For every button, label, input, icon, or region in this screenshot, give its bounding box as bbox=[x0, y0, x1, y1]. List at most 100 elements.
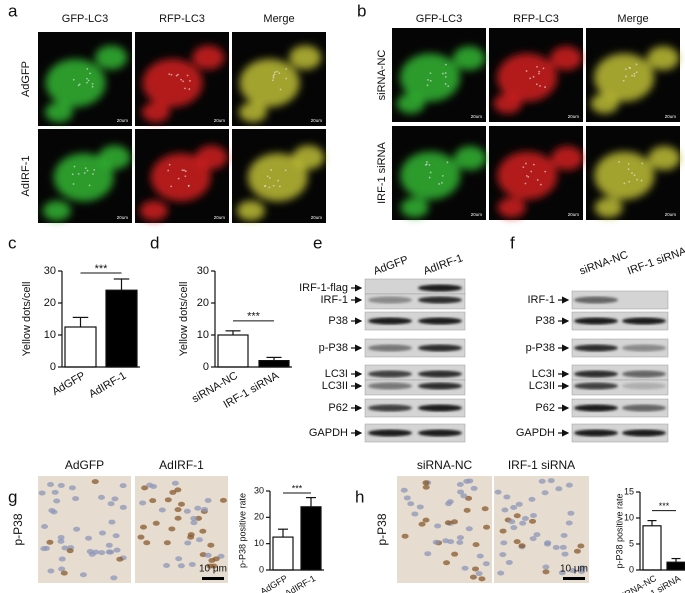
nucleus bbox=[513, 539, 521, 545]
puncta bbox=[273, 73, 276, 76]
nucleus bbox=[175, 556, 183, 562]
puncta bbox=[635, 71, 638, 74]
nucleus bbox=[565, 520, 573, 526]
nucleus bbox=[204, 552, 212, 558]
cell bbox=[594, 151, 655, 200]
nucleus bbox=[119, 483, 127, 489]
column-header: siRNA-NC bbox=[417, 458, 473, 472]
bar bbox=[258, 360, 290, 368]
nucleus bbox=[58, 556, 66, 562]
significance-label: *** bbox=[95, 263, 109, 275]
micrograph: 20um bbox=[38, 129, 132, 223]
nucleus bbox=[521, 516, 529, 522]
scale-label: 20um bbox=[117, 118, 129, 123]
scale-label: 20um bbox=[665, 114, 677, 119]
bar bbox=[300, 506, 322, 571]
cell bbox=[497, 53, 558, 102]
nucleus bbox=[174, 487, 182, 493]
nucleus bbox=[469, 574, 477, 580]
nucleus bbox=[456, 540, 464, 546]
nucleus bbox=[188, 561, 196, 567]
puncta bbox=[633, 72, 636, 75]
column-header: IRF-1 siRNA bbox=[508, 458, 575, 472]
puncta bbox=[186, 74, 189, 77]
puncta bbox=[438, 183, 441, 185]
nucleus bbox=[184, 540, 192, 546]
nucleus bbox=[529, 536, 537, 542]
blot-strip bbox=[364, 423, 466, 443]
micrograph: 20um bbox=[392, 126, 487, 220]
nucleus bbox=[529, 518, 537, 524]
y-tick-label: 0 bbox=[629, 564, 634, 574]
nucleus bbox=[149, 498, 157, 504]
puncta bbox=[522, 166, 525, 169]
blot-band bbox=[418, 429, 462, 437]
nucleus bbox=[174, 507, 182, 513]
nucleus bbox=[497, 570, 505, 576]
micrograph: 20um bbox=[489, 28, 583, 122]
nucleus bbox=[560, 532, 568, 538]
micrograph: 20um bbox=[586, 126, 681, 220]
cell bbox=[454, 146, 487, 171]
puncta bbox=[184, 170, 187, 173]
blot-band bbox=[622, 317, 666, 325]
blot-band bbox=[368, 404, 412, 412]
puncta bbox=[189, 79, 191, 82]
puncta bbox=[175, 74, 178, 77]
nucleus bbox=[53, 498, 61, 504]
blot-row-label: GAPDH bbox=[309, 427, 348, 439]
puncta bbox=[177, 73, 179, 76]
puncta bbox=[93, 168, 96, 171]
nucleus bbox=[72, 496, 80, 502]
blot-row-label: LC3II bbox=[529, 380, 555, 392]
nucleus bbox=[463, 507, 471, 513]
blot-row-label: P62 bbox=[535, 402, 555, 414]
cell-group bbox=[141, 45, 225, 123]
nucleus bbox=[446, 499, 454, 505]
nucleus bbox=[194, 505, 202, 511]
nucleus bbox=[471, 566, 479, 572]
cell bbox=[142, 58, 203, 107]
nucleus bbox=[519, 520, 527, 526]
nucleus bbox=[110, 575, 118, 581]
puncta bbox=[86, 169, 89, 172]
puncta bbox=[276, 70, 278, 73]
cell bbox=[400, 53, 461, 102]
puncta bbox=[279, 88, 282, 91]
puncta bbox=[77, 173, 80, 175]
nucleus bbox=[541, 490, 549, 496]
puncta bbox=[277, 179, 280, 182]
cell bbox=[594, 53, 655, 102]
cell bbox=[247, 153, 308, 202]
blot-row-label: p-P38 bbox=[526, 342, 555, 354]
nucleus bbox=[542, 569, 550, 575]
blot-band bbox=[622, 382, 666, 390]
puncta bbox=[284, 169, 287, 172]
puncta bbox=[266, 175, 269, 178]
puncta bbox=[444, 75, 447, 78]
blot-band bbox=[418, 296, 462, 304]
cell bbox=[98, 145, 131, 170]
micrograph: 20um bbox=[586, 28, 680, 122]
puncta bbox=[428, 176, 431, 179]
y-tick-label: 10 bbox=[624, 512, 634, 522]
puncta bbox=[72, 78, 75, 81]
nucleus bbox=[85, 535, 93, 541]
cell-group bbox=[400, 146, 487, 218]
blot-row-label: P62 bbox=[328, 402, 348, 414]
puncta bbox=[427, 78, 429, 81]
row-label: IRF-1 siRNA bbox=[376, 141, 388, 203]
blot-row-label: IRF-1 bbox=[528, 294, 556, 306]
nucleus bbox=[457, 489, 465, 495]
nucleus bbox=[529, 512, 537, 518]
nucleus bbox=[499, 552, 507, 558]
y-tick-label: 0 bbox=[203, 361, 209, 373]
puncta bbox=[429, 171, 432, 174]
cell-group bbox=[236, 145, 325, 221]
puncta bbox=[428, 163, 431, 166]
nucleus bbox=[57, 482, 65, 488]
puncta bbox=[625, 75, 627, 78]
puncta bbox=[618, 160, 620, 163]
nucleus bbox=[58, 566, 66, 572]
nucleus bbox=[42, 545, 50, 551]
